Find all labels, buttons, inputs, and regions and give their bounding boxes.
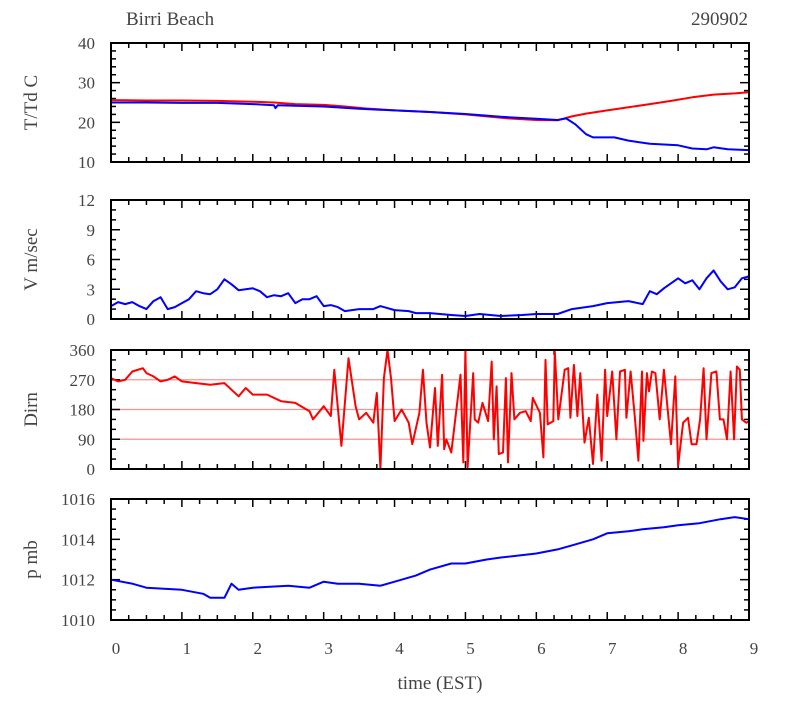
y-tick-label: 40 [78, 34, 95, 53]
y-tick-label: 20 [78, 113, 95, 132]
y-axis-label: p mb [21, 540, 42, 579]
x-tick-label: 7 [608, 639, 617, 658]
x-tick-label: 3 [324, 639, 333, 658]
date-code: 290902 [691, 9, 748, 30]
x-tick-label: 1 [183, 639, 192, 658]
y-tick-label: 270 [70, 371, 96, 390]
x-tick-label: 4 [395, 639, 404, 658]
series-line [110, 516, 750, 599]
y-tick-label: 1014 [61, 530, 96, 549]
panel-frame [110, 498, 750, 621]
panel-frame [110, 199, 750, 320]
y-tick-label: 6 [87, 251, 96, 270]
x-tick-label: 6 [537, 639, 546, 658]
panel-frame [110, 349, 750, 470]
y-tick-label: 180 [70, 401, 96, 420]
y-tick-label: 30 [78, 74, 95, 93]
x-tick-label: 8 [679, 639, 688, 658]
panel-frame [110, 42, 750, 163]
y-tick-label: 1016 [61, 490, 95, 509]
series-line [110, 91, 750, 122]
y-tick-label: 12 [78, 191, 95, 210]
x-tick-label: 5 [466, 639, 475, 658]
series-line [110, 269, 750, 317]
x-tick-label: 0 [112, 639, 121, 658]
y-tick-label: 0 [87, 310, 96, 329]
y-tick-label: 1012 [61, 571, 95, 590]
x-axis-label: time (EST) [398, 673, 483, 694]
series-line [111, 101, 750, 152]
y-tick-label: 10 [78, 153, 95, 172]
y-tick-label: 9 [87, 221, 96, 240]
series-line [110, 349, 750, 470]
y-tick-label: 90 [78, 430, 95, 449]
y-axis-label: V m/sec [21, 228, 42, 290]
x-tick-label: 2 [254, 639, 263, 658]
y-tick-label: 1010 [61, 611, 95, 630]
y-axis-label: T/Td C [21, 75, 42, 130]
y-tick-label: 0 [87, 460, 96, 479]
x-tick-label: 9 [750, 639, 759, 658]
y-axis-label: Dirn [21, 392, 42, 427]
station-title: Birri Beach [126, 9, 215, 30]
y-tick-label: 360 [70, 341, 96, 360]
y-tick-label: 3 [87, 280, 96, 299]
